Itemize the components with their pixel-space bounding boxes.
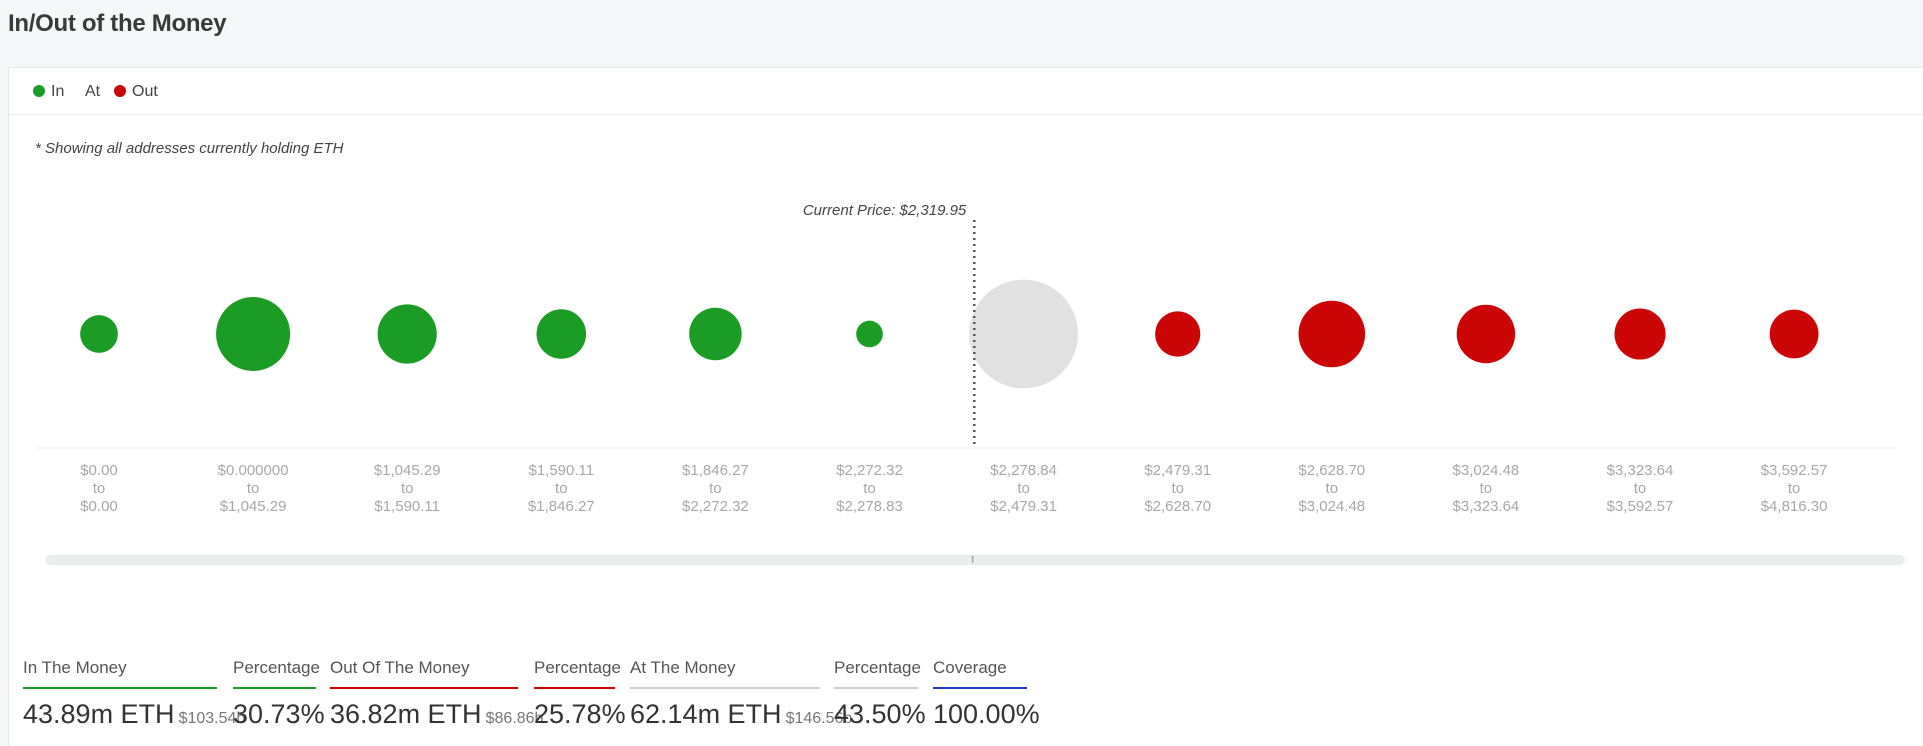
stat-value-text: 43.50% [834, 699, 926, 729]
stat-label: Percentage [233, 657, 320, 689]
tick-label-to: to [247, 480, 260, 497]
tick-label-range: $0.00 [80, 462, 118, 479]
legend-label-out: Out [132, 83, 158, 100]
stat-sub-value: $86.86b [485, 710, 544, 727]
bubble-in[interactable] [216, 297, 291, 371]
tick-label-range: $3,323.64 [1453, 498, 1520, 515]
bubble-out[interactable] [1614, 308, 1666, 360]
stat-value-text: 25.78% [534, 699, 626, 729]
bubble-in[interactable] [377, 304, 437, 364]
stat-percentage: Percentage 30.73% [233, 657, 325, 730]
stat-in-the-money: In The Money 43.89m ETH $103.54b [23, 657, 245, 730]
stat-label: Percentage [834, 657, 921, 689]
bubble-out[interactable] [1456, 304, 1516, 364]
stat-percentage: Percentage 25.78% [534, 657, 626, 730]
tick-label-range: $0.000000 [218, 462, 289, 479]
chart-card: In At Out * Showing all addresses curren… [8, 67, 1923, 746]
stat-label: Out Of The Money [330, 657, 518, 689]
tick-label-range: $2,278.84 [990, 462, 1057, 479]
tick-label-range: $1,045.29 [220, 498, 287, 515]
chart-legend: In At Out [9, 68, 1923, 115]
stat-sub-value: $103.54b [178, 710, 246, 727]
stat-value: 43.89m ETH $103.54b [23, 699, 245, 730]
tick-label-range: $2,628.70 [1298, 462, 1365, 479]
bubble-at[interactable] [969, 279, 1078, 389]
tick-label-range: $1,590.11 [528, 462, 594, 479]
tick-label-range: $1,045.29 [374, 462, 441, 479]
tick-label-range: $2,628.70 [1144, 498, 1211, 515]
scroll-grip-icon[interactable]: ||| [971, 556, 975, 563]
tick-label-to: to [1017, 480, 1030, 497]
chart-note: * Showing all addresses currently holdin… [35, 140, 344, 157]
stat-value-text: 100.00% [933, 699, 1040, 729]
tick-label-range: $3,323.64 [1607, 462, 1674, 479]
stat-value: 43.50% [834, 699, 926, 730]
stat-label: Coverage [933, 657, 1027, 689]
tick-label-range: $3,592.57 [1761, 462, 1828, 479]
tick-label-range: $2,479.31 [990, 498, 1057, 515]
tick-label-range: $3,024.48 [1453, 462, 1520, 479]
page-title: In/Out of the Money [8, 10, 227, 37]
tick-label-to: to [1788, 480, 1801, 497]
tick-label-to: to [863, 480, 876, 497]
stat-value-text: 36.82m ETH [330, 699, 482, 729]
legend-dot-out-icon [114, 85, 126, 97]
stat-label: At The Money [630, 657, 820, 689]
bubble-in[interactable] [689, 307, 742, 361]
bubble-out[interactable] [1155, 311, 1201, 357]
tick-label-to: to [1480, 480, 1493, 497]
tick-label-to: to [1326, 480, 1339, 497]
chart-scrollbar[interactable]: ||| [45, 555, 1905, 565]
tick-label-range: $2,272.32 [682, 498, 749, 515]
tick-label-to: to [555, 480, 568, 497]
tick-label-to: to [709, 480, 722, 497]
stat-value-text: 43.89m ETH [23, 699, 175, 729]
stat-out-of-the-money: Out Of The Money 36.82m ETH $86.86b [330, 657, 543, 730]
bubble-out[interactable] [1769, 309, 1819, 359]
stat-value-text: 30.73% [233, 699, 325, 729]
legend-item-in[interactable]: In [33, 83, 64, 101]
tick-label-range: $3,592.57 [1607, 498, 1674, 515]
tick-label-range: $3,024.48 [1298, 498, 1365, 515]
tick-label-to: to [1634, 480, 1647, 497]
stat-value: 62.14m ETH $146.56b [630, 699, 852, 730]
stat-value: 100.00% [933, 699, 1040, 730]
legend-item-at[interactable]: At [85, 83, 100, 101]
bubble-in[interactable] [856, 320, 883, 348]
tick-label-to: to [401, 480, 414, 497]
tick-label-range: $1,590.11 [374, 498, 440, 515]
stat-sub-value: $146.56b [785, 710, 853, 727]
stat-percentage: Percentage 43.50% [834, 657, 926, 730]
legend-label-in: In [51, 83, 65, 100]
tick-label-range: $2,278.83 [836, 498, 903, 515]
bubble-out[interactable] [1298, 300, 1366, 368]
tick-label-to: to [1171, 480, 1184, 497]
bubble-in[interactable] [536, 309, 587, 359]
stat-value-text: 62.14m ETH [630, 699, 782, 729]
bubble-chart: $0.00to$0.00$0.000000to$1,045.29$1,045.2… [37, 202, 1897, 515]
legend-dot-in-icon [33, 85, 45, 97]
tick-label-range: $0.00 [80, 498, 118, 515]
current-price-label: Current Price: $2,319.95 [803, 202, 967, 219]
stat-label: In The Money [23, 657, 217, 689]
tick-label-range: $2,479.31 [1144, 462, 1211, 479]
legend-label-at: At [85, 83, 101, 100]
bubble-in[interactable] [80, 315, 118, 353]
tick-label-range: $2,272.32 [836, 462, 903, 479]
stat-value: 25.78% [534, 699, 626, 730]
stat-label: Percentage [534, 657, 621, 689]
tick-label-range: $1,846.27 [682, 462, 749, 479]
stat-value: 36.82m ETH $86.86b [330, 699, 543, 730]
stat-at-the-money: At The Money 62.14m ETH $146.56b [630, 657, 852, 730]
tick-label-to: to [93, 480, 106, 497]
stat-coverage: Coverage 100.00% [933, 657, 1040, 730]
tick-label-range: $4,816.30 [1761, 498, 1828, 515]
stat-value: 30.73% [233, 699, 325, 730]
tick-label-range: $1,846.27 [528, 498, 595, 515]
legend-item-out[interactable]: Out [114, 83, 158, 101]
stats-bar: In The Money 43.89m ETH $103.54b Percentage… [9, 657, 1309, 746]
